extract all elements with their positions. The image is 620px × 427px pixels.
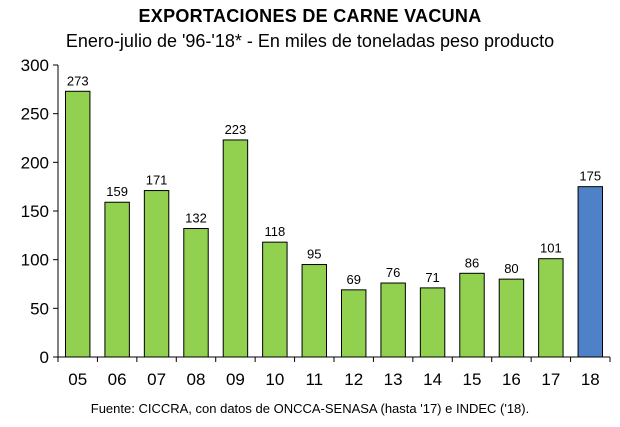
bar-data-label: 76 (386, 265, 400, 280)
bar-data-label: 80 (504, 261, 518, 276)
x-tick-label: 18 (581, 370, 600, 389)
chart-subtitle: Enero-julio de '96-'18* - En miles de to… (65, 31, 555, 51)
y-tick-label: 300 (21, 56, 49, 75)
bar (380, 282, 406, 358)
bar (340, 289, 367, 358)
bar (577, 186, 604, 358)
x-tick-label: 12 (344, 370, 363, 389)
bar-data-label: 132 (185, 211, 207, 226)
bar (183, 228, 209, 358)
y-tick-label: 0 (40, 348, 49, 367)
x-tick-label: 17 (541, 370, 560, 389)
bar-data-label: 71 (425, 270, 439, 285)
bar-data-label: 171 (146, 173, 168, 188)
x-tick-label: 14 (423, 370, 442, 389)
bar-data-label: 95 (307, 247, 321, 262)
y-tick-label: 200 (21, 153, 49, 172)
bar-data-label: 175 (579, 169, 601, 184)
y-tick-label: 50 (30, 299, 49, 318)
bar (498, 278, 525, 358)
bar-data-label: 159 (106, 184, 128, 199)
x-tick-label: 05 (68, 370, 87, 389)
x-tick-label: 10 (265, 370, 284, 389)
bar-data-label: 223 (225, 122, 247, 137)
bar-data-label: 118 (264, 224, 285, 239)
x-tick-label: 07 (147, 370, 166, 389)
bar (538, 258, 564, 358)
y-tick-label: 250 (21, 105, 49, 124)
bar (104, 201, 130, 358)
bar (143, 190, 170, 358)
chart-source-note: Fuente: CICCRA, con datos de ONCCA-SENAS… (90, 401, 530, 416)
bar-data-label: 86 (465, 255, 479, 270)
bar (262, 241, 288, 358)
bar (301, 264, 328, 358)
bar (419, 287, 446, 358)
bar (64, 90, 91, 358)
x-tick-label: 06 (108, 370, 127, 389)
x-tick-label: 13 (384, 370, 403, 389)
bar-data-label: 273 (67, 73, 89, 88)
x-tick-label: 11 (305, 370, 323, 389)
bar-data-label: 101 (540, 241, 562, 256)
y-tick-label: 100 (21, 251, 49, 270)
bar (459, 272, 485, 358)
x-tick-label: 16 (502, 370, 521, 389)
bar (222, 139, 249, 358)
bar-data-label: 69 (346, 272, 360, 287)
x-tick-label: 08 (187, 370, 206, 389)
x-tick-label: 09 (226, 370, 245, 389)
chart-title: EXPORTACIONES DE CARNE VACUNA (138, 6, 482, 26)
x-tick-label: 15 (463, 370, 482, 389)
y-tick-label: 150 (21, 202, 49, 221)
